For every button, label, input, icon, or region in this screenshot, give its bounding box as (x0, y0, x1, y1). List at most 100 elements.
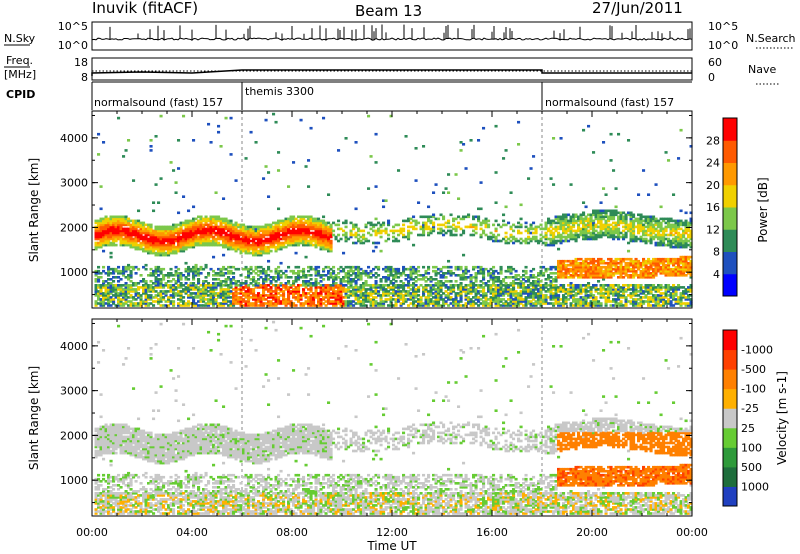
power-cell (119, 215, 123, 219)
power-cell (99, 241, 103, 245)
power-cell (294, 237, 298, 241)
power-cell (382, 221, 386, 225)
power-cell (174, 231, 178, 235)
power-cell (104, 284, 108, 287)
power-cell (177, 245, 181, 249)
nave-tick-top: 60 (708, 56, 722, 69)
power-cell (104, 243, 108, 247)
power-cell (297, 231, 301, 235)
power-cell (212, 235, 216, 239)
power-cell (212, 304, 216, 307)
power-cell (179, 298, 183, 301)
power-cell (269, 288, 273, 291)
power-cell (309, 294, 313, 297)
power-cell (214, 221, 218, 225)
power-cell (137, 247, 141, 251)
power-cell (277, 292, 281, 295)
power-cell (152, 201, 156, 204)
power-cell (189, 229, 193, 233)
power-cell (304, 241, 308, 245)
power-cell (309, 227, 313, 231)
power-cell (222, 274, 226, 277)
power-cell (304, 296, 308, 299)
power-cell (219, 235, 223, 239)
power-cell (362, 304, 366, 307)
power-cell (597, 280, 601, 283)
power-cell (387, 219, 391, 223)
power-cell (299, 298, 303, 301)
power-cell (167, 296, 171, 299)
power-cell (157, 284, 161, 287)
power-cell (227, 245, 231, 249)
power-cell (254, 282, 258, 285)
power-cell (214, 231, 218, 235)
power-cell (379, 225, 383, 229)
power-cell (309, 278, 313, 281)
power-cell (122, 267, 126, 271)
power-cell (319, 245, 323, 249)
power-cell (347, 282, 351, 285)
power-cell (262, 229, 266, 233)
power-cell (144, 267, 148, 271)
power-cell (359, 274, 363, 277)
power-cell (319, 239, 323, 243)
power-cell (274, 237, 278, 241)
power-cell (369, 294, 373, 297)
power-cell (124, 296, 128, 299)
power-cell (184, 245, 188, 249)
power-cell (214, 191, 218, 194)
power-cell (247, 231, 251, 235)
power-cell (257, 253, 261, 257)
power-cell (212, 278, 216, 281)
power-cell (292, 229, 296, 233)
power-cell (269, 227, 273, 231)
power-cell (319, 298, 323, 301)
power-cell (242, 247, 246, 251)
power-cell (214, 243, 218, 247)
power-cell (384, 269, 388, 273)
power-cell (284, 239, 288, 243)
power-cell (244, 233, 248, 237)
power-cell (219, 302, 223, 305)
power-cell (384, 284, 388, 287)
power-cell (109, 215, 113, 219)
power-cell (169, 274, 173, 277)
power-cell (232, 292, 236, 295)
power-cell (282, 233, 286, 237)
power-cell (202, 292, 206, 295)
power-cell (292, 241, 296, 245)
power-cell (224, 219, 228, 223)
power-cell (272, 237, 276, 241)
power-cell (114, 304, 118, 307)
power-cell (549, 177, 553, 180)
power-cell (192, 217, 196, 221)
power-cell (189, 282, 193, 285)
power-cell (287, 294, 291, 297)
power-cell (134, 294, 138, 297)
power-cell (162, 296, 166, 299)
power-cell (257, 300, 261, 303)
power-cell (142, 249, 146, 253)
power-cell (227, 221, 231, 225)
power-cell (199, 219, 203, 223)
power-cell (209, 215, 213, 219)
power-cell (569, 183, 573, 186)
power-cell (189, 239, 193, 243)
power-cell (97, 272, 101, 275)
power-cell (604, 193, 608, 196)
power-cell (262, 284, 266, 287)
power-cell (319, 229, 323, 233)
power-cell (142, 237, 146, 241)
power-cell (179, 237, 183, 241)
power-cell (97, 269, 101, 273)
power-cell (474, 231, 478, 235)
power-cell (114, 296, 118, 299)
power-cell (99, 302, 103, 305)
power-cell (97, 280, 101, 283)
power-cell (237, 229, 241, 233)
power-cell (332, 300, 336, 303)
power-cell (252, 292, 256, 295)
power-cell (142, 278, 146, 281)
power-cell (174, 181, 178, 184)
power-cell (122, 243, 126, 247)
